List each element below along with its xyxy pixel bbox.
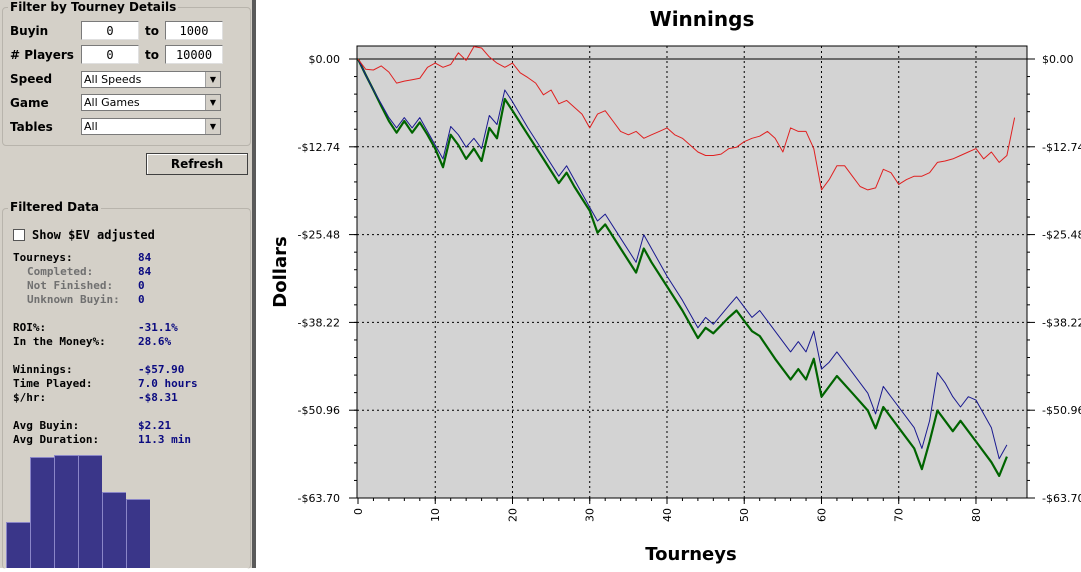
stat-label: ROI%: [13,321,47,334]
x-tick-label: 30 [584,508,597,522]
players-to-label: to [145,48,159,62]
game-label: Game [10,96,49,110]
x-tick-label: 0 [352,508,365,515]
stat-value: 84 [138,265,152,278]
stat-value: 0 [138,293,145,306]
game-select-value: All Games [84,96,140,109]
y-tick-label-left: -$63.70 [298,492,340,505]
players-label: # Players [10,48,74,62]
buyin-max-input[interactable]: 1000 [165,21,223,40]
series-line-blue [357,58,1008,460]
buyin-to-label: to [145,24,159,38]
x-tick-label: 60 [815,508,828,522]
stat-label: $/hr: [13,391,47,404]
histogram-bar [6,522,30,568]
chevron-down-icon[interactable]: ▼ [205,95,220,110]
y-tick-label-right: $0.00 [1042,53,1074,66]
histogram-bar [78,455,102,568]
y-tick-label-right: -$50.96 [1042,404,1081,417]
stat-label: Avg Duration: [13,433,100,446]
chevron-down-icon[interactable]: ▼ [205,72,220,87]
y-axis-label: Dollars [270,236,291,307]
stat-value: 0 [138,279,145,292]
refresh-button[interactable]: Refresh [146,153,248,175]
tables-select[interactable]: All ▼ [81,118,221,135]
speed-label: Speed [10,72,53,86]
x-tick-label: 70 [893,508,906,522]
y-tick-label-right: -$25.48 [1042,229,1081,242]
x-tick-label: 80 [970,508,983,522]
filtered-data-group [2,208,251,569]
chart-area: $0.00 $0.00 -$12.74 -$12.74 -$25.48 -$25.48 -$… [256,0,1081,568]
x-tick-label: 40 [661,508,674,522]
y-tick-label-left: -$50.96 [298,404,340,417]
stat-value: $2.21 [138,419,172,432]
stat-value: 11.3 min [138,433,191,446]
game-select[interactable]: All Games ▼ [81,94,221,111]
chevron-down-icon[interactable]: ▼ [205,119,220,134]
speed-select[interactable]: All Speeds ▼ [81,71,221,88]
y-tick-label-left: -$12.74 [298,141,340,154]
speed-select-value: All Speeds [84,73,142,86]
y-tick-label-right: -$63.70 [1042,492,1081,505]
filter-sidebar: Filter by Tourney Details Buyin 0 to 100… [0,0,252,569]
stat-label: Not Finished: [27,279,114,292]
stat-value: -31.1% [138,321,178,334]
stat-value: -$8.31 [138,391,178,404]
histogram-bar [30,457,54,568]
x-tick-label: 10 [429,508,442,522]
stat-label: Time Played: [13,377,93,390]
stat-label: Winnings: [13,363,73,376]
series-line-red [357,46,1016,191]
stat-label: Tourneys: [13,251,73,264]
series-line-green [357,58,1008,477]
winnings-chart: $0.00 $0.00 -$12.74 -$12.74 -$25.48 -$25.48 -$… [270,7,1081,565]
y-tick-label-left: -$25.48 [298,229,340,242]
stat-label: Avg Buyin: [13,419,80,432]
buyin-label: Buyin [10,24,49,38]
stat-label: Completed: [27,265,94,278]
mini-histogram [6,452,166,568]
players-max-input[interactable]: 10000 [165,45,223,64]
x-tick-label: 50 [738,508,751,522]
stat-value: 7.0 hours [138,377,198,390]
y-tick-label-left: $0.00 [309,53,341,66]
stat-label: Unknown Buyin: [27,293,120,306]
filter-group-title: Filter by Tourney Details [8,0,179,14]
histogram-bar [102,492,126,568]
filtered-data-title: Filtered Data [8,200,102,214]
chart-title: Winnings [650,7,755,31]
histogram-bar [126,499,150,568]
buyin-min-input[interactable]: 0 [81,21,139,40]
ev-adjusted-label[interactable]: Show $EV adjusted [32,228,155,242]
x-axis-label: Tourneys [645,544,736,565]
y-tick-label-right: -$12.74 [1042,141,1081,154]
stat-label: In the Money%: [13,335,106,348]
x-tick-label: 20 [506,508,519,522]
stat-value: 28.6% [138,335,172,348]
tables-select-value: All [84,120,98,133]
y-tick-label-left: -$38.22 [298,316,340,329]
y-tick-label-right: -$38.22 [1042,316,1081,329]
tables-label: Tables [10,120,53,134]
panel-divider[interactable] [252,0,256,568]
histogram-bar [54,455,78,568]
ev-adjusted-checkbox[interactable] [13,229,25,241]
stat-value: -$57.90 [138,363,185,376]
players-min-input[interactable]: 0 [81,45,139,64]
stat-value: 84 [138,251,152,264]
plot-background [356,45,1028,499]
